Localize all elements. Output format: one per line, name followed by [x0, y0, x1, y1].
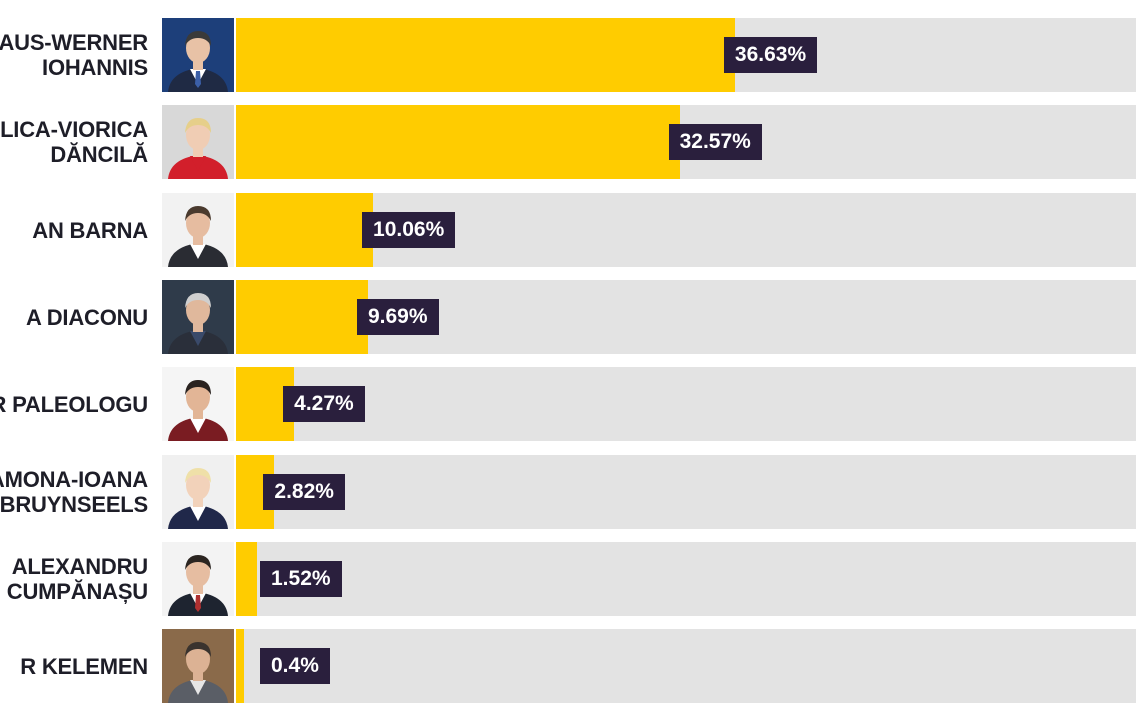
candidate-photo — [162, 367, 234, 441]
candidate-name-line: R PALEOLOGU — [0, 391, 148, 417]
candidate-row: AMONA-IOANA BRUYNSEELS 2.82% — [0, 455, 1136, 529]
candidate-name: ALEXANDRU CUMPĂNAȘU — [7, 542, 148, 616]
bar-track: 2.82% — [236, 455, 1136, 529]
bar-track: 32.57% — [236, 105, 1136, 179]
candidate-photo — [162, 542, 234, 616]
value-label: 4.27% — [283, 386, 365, 422]
bar-track: 4.27% — [236, 367, 1136, 441]
candidate-photo — [162, 193, 234, 267]
candidate-name-line: R KELEMEN — [20, 653, 148, 679]
candidate-name-line: ALEXANDRU — [11, 554, 149, 579]
candidate-row: ALEXANDRU CUMPĂNAȘU 1.52% — [0, 542, 1136, 616]
candidate-row: R PALEOLOGU 4.27% — [0, 367, 1136, 441]
candidate-name: A DIACONU — [26, 280, 148, 354]
bar-fill — [236, 105, 680, 179]
bar-track: 0.4% — [236, 629, 1136, 703]
bar-track: 10.06% — [236, 193, 1136, 267]
bar-track: 1.52% — [236, 542, 1136, 616]
candidate-name: AMONA-IOANA BRUYNSEELS — [0, 455, 148, 529]
value-label: 1.52% — [260, 561, 342, 597]
candidate-row: A DIACONU 9.69% — [0, 280, 1136, 354]
bar-track: 9.69% — [236, 280, 1136, 354]
value-label: 32.57% — [668, 124, 762, 160]
candidate-photo — [162, 455, 234, 529]
bar-fill — [236, 542, 257, 616]
candidate-row: R KELEMEN 0.4% — [0, 629, 1136, 703]
bar-track: 36.63% — [236, 18, 1136, 92]
candidate-name: ILICA-VIORICA DĂNCILĂ — [0, 105, 148, 179]
bar-fill — [236, 280, 368, 354]
candidate-photo — [162, 629, 234, 703]
candidate-row: AN BARNA 10.06% — [0, 193, 1136, 267]
candidate-row: AUS-WERNER IOHANNIS 36.63% — [0, 18, 1136, 92]
value-label: 0.4% — [260, 648, 330, 684]
bar-fill — [236, 629, 244, 703]
candidate-name-line: AMONA-IOANA — [0, 467, 148, 492]
candidate-name-line: AN BARNA — [32, 217, 148, 243]
candidate-name: AUS-WERNER IOHANNIS — [0, 18, 148, 92]
value-label: 2.82% — [263, 474, 345, 510]
candidate-row: ILICA-VIORICA DĂNCILĂ 32.57% — [0, 105, 1136, 179]
bar-fill — [236, 193, 374, 267]
candidate-name: R KELEMEN — [20, 629, 148, 703]
candidate-name: R PALEOLOGU — [0, 367, 148, 441]
candidate-name-line: IOHANNIS — [42, 55, 148, 80]
value-label: 10.06% — [362, 212, 456, 248]
candidate-photo — [162, 280, 234, 354]
candidate-name: AN BARNA — [32, 193, 148, 267]
candidate-name-line: CUMPĂNAȘU — [6, 579, 148, 604]
candidate-photo — [162, 18, 234, 92]
candidate-photo — [162, 105, 234, 179]
value-label: 36.63% — [723, 37, 818, 73]
candidate-name-line: A DIACONU — [25, 304, 148, 330]
bar-fill — [236, 18, 735, 92]
candidate-name-line: ILICA-VIORICA — [0, 117, 148, 142]
candidate-name-line: AUS-WERNER — [0, 30, 148, 55]
candidate-name-line: BRUYNSEELS — [0, 492, 148, 517]
candidate-name-line: DĂNCILĂ — [50, 142, 148, 167]
value-label: 9.69% — [356, 299, 439, 335]
